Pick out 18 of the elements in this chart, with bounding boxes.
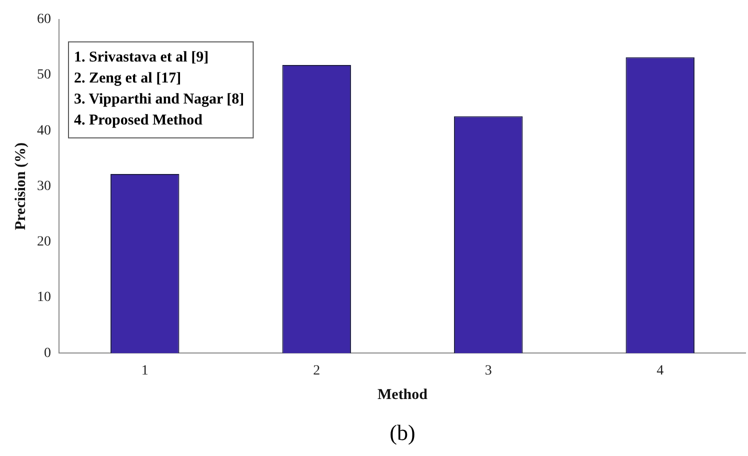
annotation: 2. Zeng et al [17]: [74, 70, 182, 86]
x-tick-label: 2: [313, 363, 320, 378]
y-tick-label: 60: [37, 12, 51, 28]
annotation: 4. Proposed Method: [74, 112, 204, 128]
y-tick-label: 0: [44, 346, 51, 361]
annotation: 1. Srivastava et al [9]: [74, 49, 209, 66]
text: (b): [390, 420, 416, 445]
y-tick-label: 10: [37, 290, 51, 306]
annotation: 3. Vipparthi and Nagar [8]: [74, 91, 244, 108]
y-tick-label: 20: [37, 234, 51, 250]
y-tick-label: 50: [37, 68, 51, 83]
x-tick-label: 1: [141, 363, 148, 378]
y-tick-label: 30: [37, 178, 51, 194]
y-tick-label: 40: [37, 123, 51, 138]
x-axis-title: Method: [378, 386, 428, 403]
y-axis-title: Precision (%): [12, 142, 29, 230]
x-tick-label: 4: [656, 363, 664, 378]
x-tick-label: 3: [484, 363, 492, 378]
